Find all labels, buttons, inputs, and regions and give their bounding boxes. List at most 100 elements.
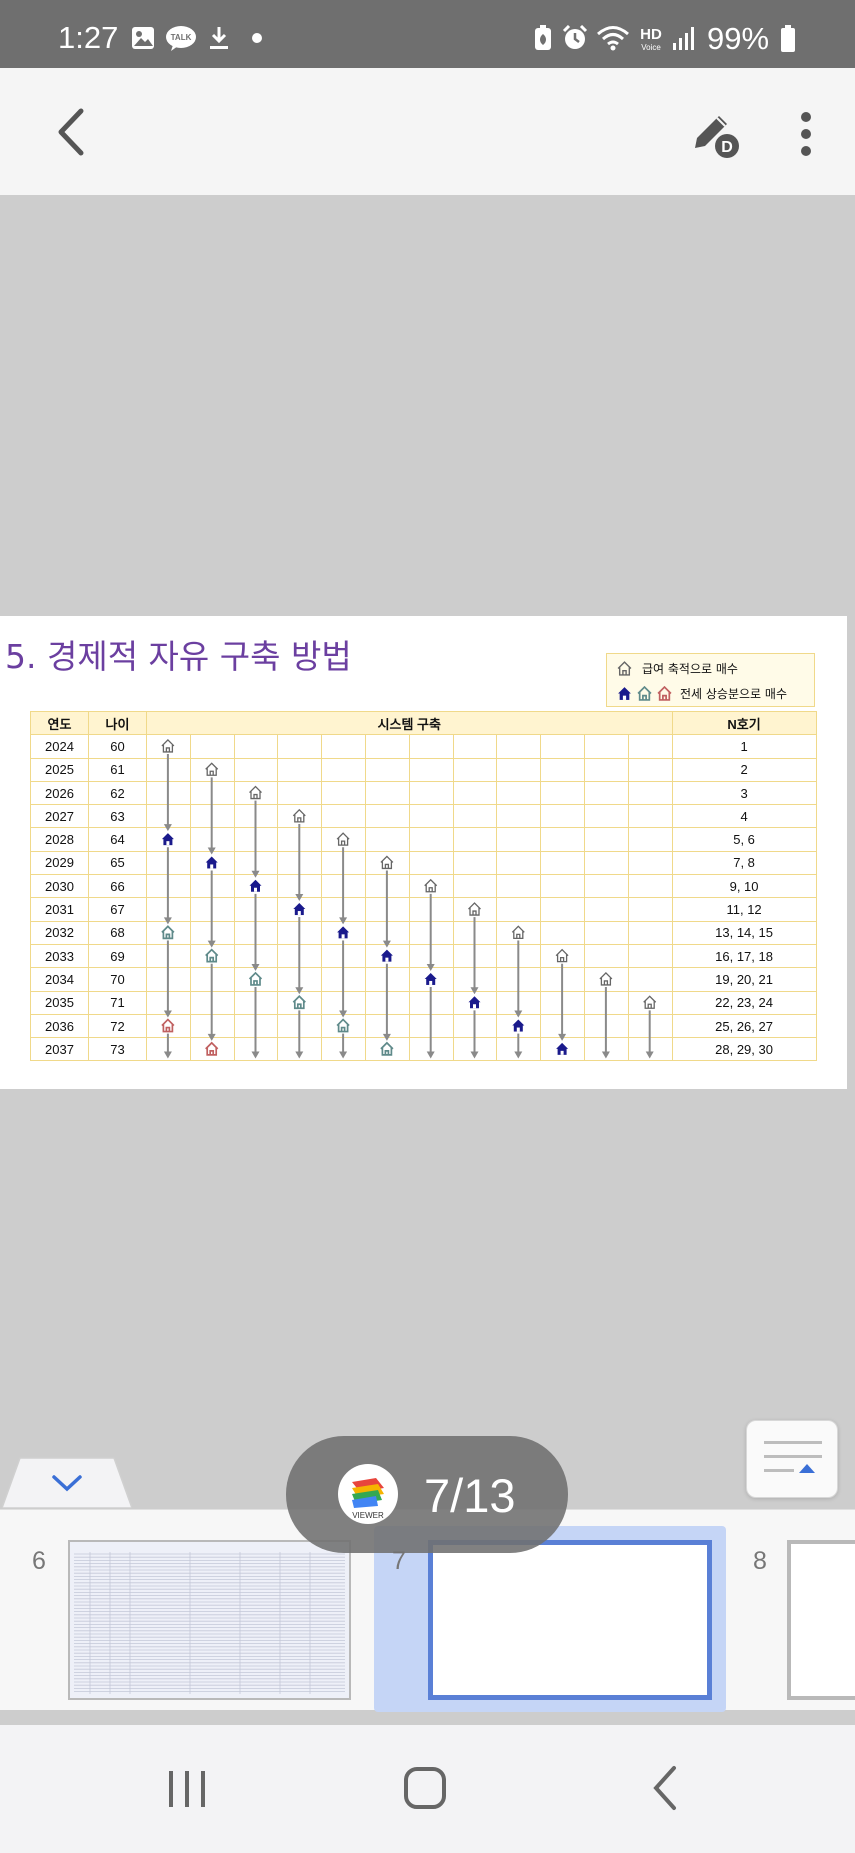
alarm-icon <box>562 24 588 51</box>
cell-year: 2037 <box>30 1037 89 1062</box>
flow-arrow <box>426 986 435 1059</box>
header-age: 나이 <box>88 710 147 736</box>
cell-system <box>627 850 673 876</box>
cell-system <box>540 757 585 782</box>
legend: 급여 축적으로 매수 전세 상승분으로 매수 <box>606 653 815 707</box>
house-gray-icon <box>291 994 308 1011</box>
house-outline-icon <box>617 661 632 676</box>
cell-system <box>627 780 673 806</box>
status-bar: 1:27 TALK HD Voice 99% <box>0 0 855 68</box>
sheet-toggle-tab[interactable] <box>0 1456 134 1509</box>
thumbnail-6[interactable] <box>68 1540 351 1700</box>
cell-system <box>408 780 454 806</box>
page-indicator: VIEWER 7/13 <box>286 1436 568 1553</box>
cell-system <box>627 734 673 759</box>
flow-arrow <box>339 847 348 925</box>
slide-page: 5. 경제적 자유 구축 방법 급여 축적으로 매수 전세 상승분으로 매수 연… <box>0 616 847 1089</box>
house-outline-icon <box>510 924 527 941</box>
house-blue-icon <box>203 854 220 871</box>
cell-age: 61 <box>88 757 147 782</box>
house-gray-icon <box>159 924 176 941</box>
flow-arrow <box>382 963 391 1041</box>
house-outline-icon <box>291 807 308 824</box>
cell-age: 66 <box>88 874 147 899</box>
cell-system <box>540 874 585 899</box>
flow-arrow <box>295 917 304 995</box>
cell-system <box>321 757 366 782</box>
flow-arrow <box>470 917 479 995</box>
house-red-icon <box>203 1040 220 1057</box>
chevron-down-icon <box>52 1475 82 1492</box>
flow-arrow <box>207 777 216 855</box>
cell-age: 72 <box>88 1013 147 1039</box>
image-icon <box>130 25 156 51</box>
cell-n-units: 16, 17, 18 <box>671 943 817 969</box>
notes-icon <box>764 1441 822 1473</box>
flow-arrow <box>339 940 348 1018</box>
cell-system <box>189 734 235 759</box>
back-icon[interactable] <box>640 1763 690 1813</box>
house-outline-icon <box>554 947 571 964</box>
header-year: 연도 <box>30 710 89 736</box>
cell-year: 2036 <box>30 1013 89 1039</box>
house-outline-icon <box>335 831 352 848</box>
house-blue-icon <box>247 877 264 894</box>
house-outline-icon <box>378 854 395 871</box>
cell-year: 2034 <box>30 967 89 992</box>
flow-arrow <box>514 940 523 1018</box>
flow-arrow <box>514 1033 523 1059</box>
cell-year: 2025 <box>30 757 89 782</box>
house-outline-icon <box>597 970 614 987</box>
cell-n-units: 1 <box>671 734 817 759</box>
svg-text:Voice: Voice <box>641 43 661 52</box>
legend-item-jeonse: 전세 상승분으로 매수 <box>617 685 787 702</box>
battery-percent: 99% <box>707 21 770 56</box>
house-outline-icon <box>422 877 439 894</box>
slide-title: 5. 경제적 자유 구축 방법 <box>5 637 352 676</box>
table-row: 2024 60 1 <box>30 734 817 759</box>
thumbnail-7-selected[interactable]: 7 <box>374 1526 726 1712</box>
system-nav-bar <box>0 1725 855 1853</box>
house-red-icon <box>159 1017 176 1034</box>
pen-edit-icon[interactable]: D <box>684 104 746 164</box>
cell-system <box>583 943 629 969</box>
legend-item-salary: 급여 축적으로 매수 <box>617 660 738 677</box>
thumbnail-8[interactable] <box>787 1540 855 1700</box>
battery-saver-icon <box>533 25 553 51</box>
house-outline-icon <box>247 784 264 801</box>
house-outline-icon <box>203 761 220 778</box>
dot-icon <box>252 25 262 51</box>
legend-label-jeonse: 전세 상승분으로 매수 <box>680 687 787 701</box>
flow-arrow <box>207 870 216 948</box>
flow-arrow <box>251 893 260 971</box>
flow-arrow <box>558 963 567 1041</box>
flow-arrow <box>163 753 172 832</box>
flow-arrow <box>163 847 172 925</box>
notes-button[interactable] <box>746 1420 838 1498</box>
cell-age: 73 <box>88 1037 147 1062</box>
flow-arrow <box>295 1010 304 1059</box>
flow-arrow <box>470 1010 479 1059</box>
more-vert-icon[interactable] <box>786 104 826 164</box>
svg-text:D: D <box>721 139 733 156</box>
cell-year: 2035 <box>30 990 89 1015</box>
signal-icon <box>672 25 696 51</box>
viewer-app-icon: VIEWER <box>338 1464 398 1524</box>
cell-age: 68 <box>88 920 147 945</box>
home-icon[interactable] <box>395 1763 455 1813</box>
house-outline-icon <box>159 737 176 754</box>
flow-arrow <box>339 1033 348 1059</box>
flow-arrow <box>295 823 304 902</box>
back-arrow-icon[interactable] <box>42 101 100 163</box>
cell-system <box>277 734 323 759</box>
flow-arrow <box>601 986 610 1059</box>
cell-system <box>408 757 454 782</box>
header-system: 시스템 구축 <box>146 710 673 736</box>
hd-voice-icon: HD Voice <box>636 25 666 52</box>
house-outline-icon <box>641 994 658 1011</box>
recents-icon[interactable] <box>157 1767 217 1811</box>
house-gray-icon <box>335 1017 352 1034</box>
cell-n-units: 7, 8 <box>671 850 817 876</box>
cell-year: 2026 <box>30 780 89 806</box>
cell-year: 2031 <box>30 897 89 922</box>
